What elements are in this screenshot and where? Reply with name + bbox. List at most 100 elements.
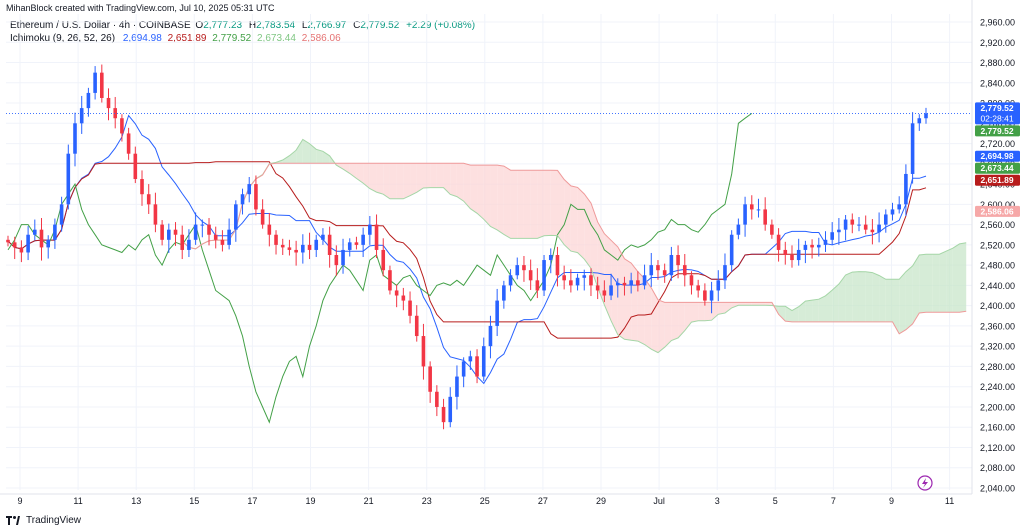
candle-body	[776, 234, 781, 250]
candle-body	[321, 234, 325, 240]
cloud-segment	[926, 254, 933, 313]
y-tick-label: 2,840.00	[980, 78, 1015, 88]
cloud-segment	[389, 163, 397, 199]
candle-body	[595, 285, 600, 291]
cloud-segment	[731, 302, 739, 308]
candle-body	[79, 108, 84, 124]
candle-body	[247, 184, 252, 195]
y-tick-label: 2,360.00	[980, 321, 1015, 331]
candle-body	[421, 336, 426, 367]
cloud-segment	[765, 302, 772, 306]
cloud-segment	[838, 275, 846, 322]
price-tag	[975, 102, 1020, 125]
cloud-segment	[812, 299, 819, 322]
cloud-segment	[939, 251, 947, 313]
cloud-segment	[959, 242, 967, 313]
cloud-segment	[624, 258, 632, 341]
candle-body	[314, 239, 319, 250]
y-tick-label: 2,160.00	[980, 423, 1015, 433]
candle-body	[381, 249, 386, 271]
candle-body	[167, 229, 171, 240]
candle-body	[495, 300, 499, 326]
candle-body	[448, 396, 453, 423]
cloud-segment	[523, 170, 531, 239]
candle-body	[555, 255, 560, 276]
y-tick-label: 2,720.00	[980, 139, 1015, 149]
candle-body	[783, 249, 788, 255]
candle-body	[361, 234, 365, 245]
x-tick-label: 15	[189, 496, 199, 506]
cloud-segment	[296, 139, 303, 164]
candle-body	[388, 270, 392, 291]
cloud-segment	[845, 272, 853, 322]
cloud-segment	[738, 302, 746, 306]
cloud-segment	[497, 165, 504, 235]
change-value: +2.29 (+0.08%)	[406, 20, 476, 31]
candle-body	[374, 224, 379, 250]
candle-body	[475, 356, 479, 377]
candle-body	[723, 265, 727, 281]
y-tick-label: 2,440.00	[980, 281, 1015, 291]
candle-body	[468, 356, 473, 362]
candle-body	[280, 244, 285, 248]
candle-body	[220, 239, 225, 245]
candle-body	[562, 275, 566, 281]
price-tag-text: 2,779.52	[980, 103, 1013, 113]
candle-body	[435, 391, 439, 407]
x-tick-label: 5	[773, 496, 778, 506]
candle-body	[676, 255, 680, 266]
candle-body	[515, 265, 520, 276]
candle-body	[749, 204, 754, 210]
candle-body	[160, 224, 164, 240]
candle-body	[823, 239, 828, 245]
candlesticks	[6, 64, 928, 430]
cloud-segment	[584, 193, 591, 269]
x-tick-label: Jul	[653, 496, 665, 506]
cloud-segment	[758, 302, 766, 306]
cloud-segment	[416, 163, 424, 193]
cloud-segment	[490, 165, 498, 230]
base-line	[7, 161, 927, 339]
flash-icon[interactable]	[917, 475, 933, 491]
candle-body	[522, 265, 526, 271]
ichimoku-lines	[7, 112, 967, 424]
y-tick-label: 2,240.00	[980, 382, 1015, 392]
candle-body	[187, 239, 191, 250]
y-tick-label: 2,400.00	[980, 301, 1015, 311]
candle-body	[267, 224, 272, 235]
cloud-segment	[369, 163, 377, 193]
y-tick-label: 2,880.00	[980, 58, 1015, 68]
x-tick-label: 9	[17, 496, 22, 506]
candle-body	[569, 280, 573, 286]
ichimoku-leadB-value: 2,586.06	[301, 33, 341, 44]
price-tag	[975, 150, 1020, 162]
candle-body	[883, 214, 888, 225]
price-tag-countdown: 02:28:41	[980, 113, 1013, 123]
candle-body	[904, 173, 908, 205]
y-tick-label: 2,520.00	[980, 240, 1015, 250]
x-tick-label: 17	[247, 496, 257, 506]
candle-body	[394, 290, 399, 296]
x-tick-label: 13	[131, 496, 141, 506]
cloud-segment	[885, 279, 893, 322]
candle-body	[656, 265, 660, 271]
candle-body	[502, 285, 506, 301]
ichimoku-legend[interactable]: Ichimoku (9, 26, 52, 26) 2,694.98 2,651.…	[10, 33, 341, 44]
candle-body	[33, 229, 37, 235]
cloud-segment	[430, 163, 437, 188]
symbol-title[interactable]: Ethereum / U.S. Dollar · 4h · COINBASE	[10, 20, 191, 31]
cloud-segment	[852, 271, 859, 322]
cloud-segment	[503, 166, 511, 239]
candle-body	[334, 255, 339, 266]
candle-body	[173, 229, 178, 235]
cloud-segment	[637, 271, 645, 345]
candle-body	[830, 232, 834, 240]
candle-body	[26, 234, 30, 253]
candle-body	[629, 280, 633, 286]
y-tick-label: 2,120.00	[980, 443, 1015, 453]
cloud-segment	[510, 170, 518, 239]
candle-body	[837, 229, 841, 233]
tradingview-footer[interactable]: TradingView	[6, 515, 81, 526]
candle-body	[59, 204, 64, 225]
